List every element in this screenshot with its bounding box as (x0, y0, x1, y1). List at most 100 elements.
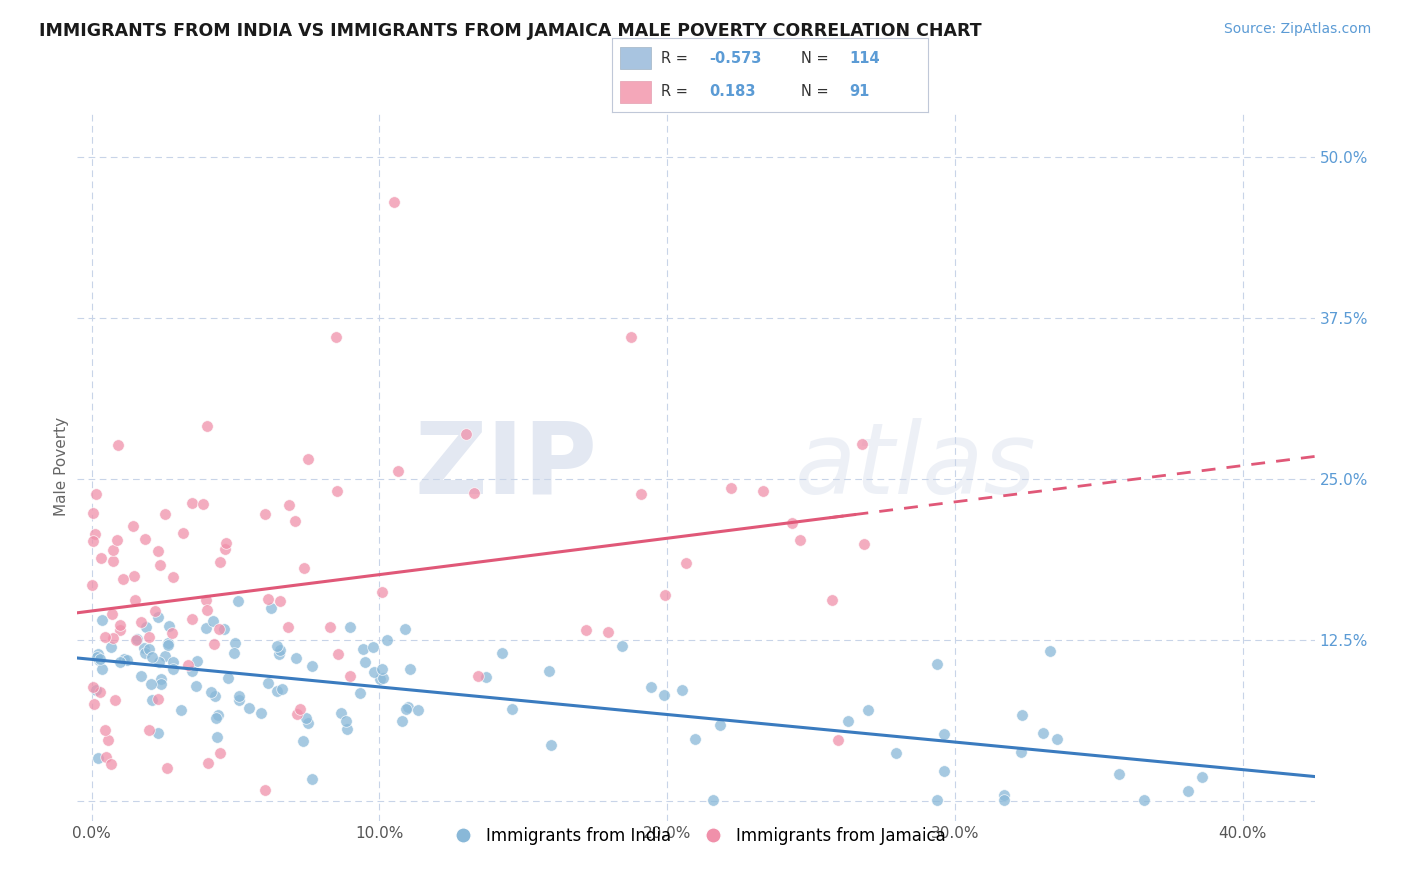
Point (90, 551, 112, 566)
Point (204, 637, 226, 651)
Point (702, 793, 724, 807)
Point (181, 665, 204, 679)
Point (89, 652, 111, 666)
Point (821, 592, 844, 607)
Point (540, 738, 562, 752)
Text: N =: N = (801, 84, 830, 99)
Point (195, 419, 218, 434)
Point (117, 653, 139, 667)
Point (1039, 644, 1062, 658)
Point (269, 643, 291, 657)
Point (209, 747, 232, 761)
Point (285, 706, 308, 721)
Point (122, 569, 145, 583)
Point (148, 725, 170, 739)
Point (86, 649, 108, 664)
Point (675, 556, 697, 570)
Point (226, 594, 249, 608)
Point (155, 507, 177, 521)
Bar (620, 47, 651, 69)
Point (363, 665, 385, 680)
Point (330, 706, 353, 720)
Point (83, 697, 105, 711)
Text: Source: ZipAtlas.com: Source: ZipAtlas.com (1223, 22, 1371, 37)
Point (382, 194, 405, 209)
Text: 114: 114 (849, 51, 880, 66)
Point (201, 614, 224, 628)
Point (640, 680, 662, 694)
Point (630, 487, 652, 501)
Point (856, 702, 879, 716)
Point (354, 655, 377, 669)
Point (110, 617, 132, 632)
Point (284, 650, 307, 665)
Point (266, 684, 288, 698)
Point (884, 746, 907, 760)
Point (271, 682, 294, 697)
Y-axis label: Male Poverty: Male Poverty (53, 417, 69, 516)
Point (125, 632, 148, 647)
Point (197, 756, 219, 770)
Point (291, 733, 314, 747)
Point (141, 693, 163, 707)
Point (328, 647, 350, 661)
Point (80, 578, 103, 592)
Point (91, 662, 114, 676)
Point (297, 451, 319, 466)
Point (993, 793, 1015, 807)
Point (89, 685, 111, 699)
Point (214, 536, 236, 550)
Point (610, 639, 633, 653)
Point (683, 731, 706, 746)
Point (371, 672, 394, 686)
Point (537, 664, 560, 678)
Point (319, 620, 342, 634)
Point (789, 533, 811, 547)
Point (186, 679, 208, 693)
Point (104, 693, 127, 707)
Point (101, 542, 124, 557)
Point (107, 438, 129, 452)
Point (475, 670, 498, 684)
Point (143, 604, 166, 618)
Text: N =: N = (801, 51, 830, 66)
Point (138, 642, 160, 657)
Point (463, 485, 485, 500)
Point (925, 793, 948, 807)
Point (395, 701, 418, 715)
Point (170, 703, 193, 717)
Point (209, 555, 232, 569)
Point (96, 750, 118, 764)
Point (339, 669, 361, 683)
Point (134, 533, 156, 547)
Point (141, 676, 163, 690)
Point (993, 788, 1015, 802)
Point (652, 689, 675, 703)
Point (598, 625, 620, 640)
Point (575, 623, 598, 637)
Point (208, 623, 231, 637)
Point (325, 330, 347, 344)
Bar (620, 81, 651, 103)
Point (194, 621, 217, 635)
Point (181, 496, 204, 510)
Text: atlas: atlas (794, 417, 1036, 515)
Point (134, 640, 156, 655)
Point (207, 708, 229, 723)
Point (349, 686, 371, 700)
Point (153, 648, 176, 663)
Point (259, 601, 281, 615)
Point (827, 733, 849, 747)
Point (406, 703, 429, 717)
Point (501, 701, 523, 715)
Point (394, 622, 416, 636)
Point (82, 506, 104, 520)
Point (197, 603, 219, 617)
Point (257, 591, 280, 606)
Point (124, 593, 146, 607)
Legend: Immigrants from India, Immigrants from Jamaica: Immigrants from India, Immigrants from J… (439, 820, 953, 851)
Point (238, 701, 260, 715)
Point (204, 689, 226, 703)
Point (284, 514, 307, 528)
Point (267, 648, 290, 662)
